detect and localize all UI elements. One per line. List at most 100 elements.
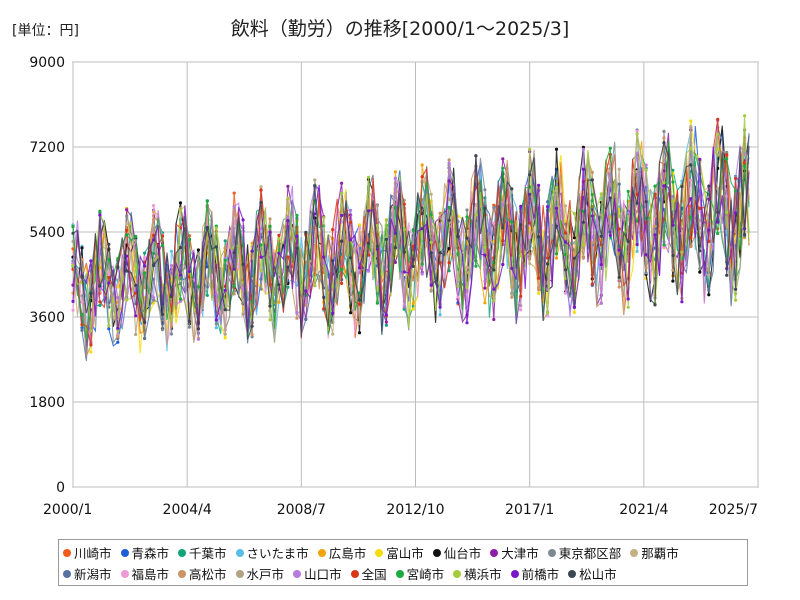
data-point bbox=[617, 192, 621, 196]
data-point bbox=[537, 235, 541, 239]
data-point bbox=[572, 212, 577, 216]
legend-marker-icon bbox=[510, 569, 519, 578]
data-point bbox=[653, 184, 657, 188]
data-point bbox=[107, 327, 111, 331]
data-point bbox=[71, 224, 75, 228]
data-point bbox=[259, 255, 263, 259]
data-point bbox=[546, 314, 550, 318]
data-point bbox=[537, 183, 541, 187]
data-point bbox=[160, 312, 165, 316]
data-point bbox=[528, 173, 532, 177]
data-point bbox=[295, 316, 299, 320]
data-point bbox=[411, 264, 415, 268]
data-point bbox=[492, 268, 496, 272]
data-point bbox=[357, 298, 362, 302]
data-point bbox=[438, 313, 442, 317]
data-point bbox=[223, 336, 227, 340]
data-point bbox=[214, 226, 218, 230]
data-point bbox=[608, 146, 612, 150]
legend-item: 福島市 bbox=[120, 564, 169, 583]
data-point bbox=[295, 234, 299, 238]
data-point bbox=[725, 157, 729, 161]
data-point bbox=[277, 233, 281, 237]
data-point bbox=[107, 272, 111, 276]
data-point bbox=[89, 291, 93, 296]
legend-label: 千葉市 bbox=[189, 546, 227, 561]
data-point bbox=[734, 211, 738, 215]
data-point bbox=[644, 253, 648, 257]
data-point bbox=[743, 161, 747, 165]
data-point bbox=[277, 283, 281, 287]
x-tick-label: 2000/1 bbox=[43, 502, 92, 518]
data-point bbox=[107, 324, 111, 328]
data-point bbox=[572, 310, 577, 314]
data-point bbox=[143, 256, 147, 260]
data-point bbox=[259, 185, 263, 189]
data-point bbox=[98, 300, 102, 304]
data-point bbox=[671, 199, 675, 203]
data-point bbox=[519, 254, 523, 258]
data-point bbox=[313, 212, 317, 216]
data-point bbox=[510, 266, 514, 270]
data-point bbox=[107, 257, 111, 262]
data-point bbox=[98, 303, 102, 307]
data-point bbox=[349, 293, 353, 297]
data-point bbox=[322, 262, 326, 266]
data-point bbox=[402, 305, 406, 309]
data-point bbox=[402, 227, 406, 232]
data-point bbox=[178, 299, 183, 303]
legend-label: 仙台市 bbox=[443, 546, 482, 561]
legend-item: 新潟市 bbox=[63, 564, 112, 583]
data-point bbox=[590, 170, 594, 174]
data-point bbox=[689, 178, 693, 182]
data-point bbox=[501, 198, 505, 202]
legend-item: 青森市 bbox=[120, 543, 169, 562]
data-point bbox=[447, 261, 451, 265]
data-point bbox=[357, 266, 362, 270]
data-point bbox=[384, 313, 388, 317]
legend-row: 川崎市 青森市 千葉市 さいたま市 広島市 富山市 仙台市 大津市 東京都区部 那覇市 bbox=[63, 542, 743, 563]
legend-label: さいたま市 bbox=[246, 546, 309, 561]
data-point bbox=[268, 230, 272, 234]
data-point bbox=[375, 223, 379, 228]
data-point bbox=[304, 303, 308, 307]
data-point bbox=[322, 255, 326, 259]
data-point bbox=[402, 307, 406, 311]
legend-item: 富山市 bbox=[375, 543, 424, 562]
x-tick-label: 2008/7 bbox=[277, 502, 326, 518]
legend-marker-icon bbox=[178, 548, 187, 557]
data-point bbox=[662, 245, 666, 249]
data-point bbox=[143, 271, 147, 275]
data-point bbox=[447, 197, 451, 202]
legend-item: 高松市 bbox=[178, 564, 227, 583]
legend-item: 宮崎市 bbox=[395, 564, 444, 583]
data-point bbox=[743, 164, 747, 168]
data-point bbox=[214, 292, 218, 296]
x-tick-label: 2025/7 bbox=[709, 502, 758, 518]
data-point bbox=[608, 233, 612, 238]
data-point bbox=[196, 285, 200, 289]
data-point bbox=[331, 259, 335, 263]
data-point bbox=[653, 303, 657, 307]
data-point bbox=[71, 231, 75, 235]
data-point bbox=[393, 170, 397, 174]
data-point bbox=[384, 323, 388, 327]
data-point bbox=[411, 278, 415, 282]
data-point bbox=[152, 251, 156, 255]
data-point bbox=[357, 223, 362, 227]
legend-label: 山口市 bbox=[304, 567, 342, 582]
data-point bbox=[734, 230, 738, 234]
data-point bbox=[429, 240, 433, 244]
data-point bbox=[581, 243, 586, 247]
legend-marker-icon bbox=[568, 569, 577, 578]
data-point bbox=[125, 214, 129, 218]
legend-label: 東京都区部 bbox=[558, 546, 622, 561]
data-point bbox=[366, 269, 371, 273]
data-point bbox=[626, 239, 630, 244]
data-point bbox=[366, 241, 371, 245]
data-point bbox=[393, 246, 397, 250]
data-point bbox=[465, 285, 469, 289]
data-point bbox=[465, 270, 469, 275]
data-point bbox=[71, 308, 75, 312]
data-point bbox=[152, 298, 156, 302]
